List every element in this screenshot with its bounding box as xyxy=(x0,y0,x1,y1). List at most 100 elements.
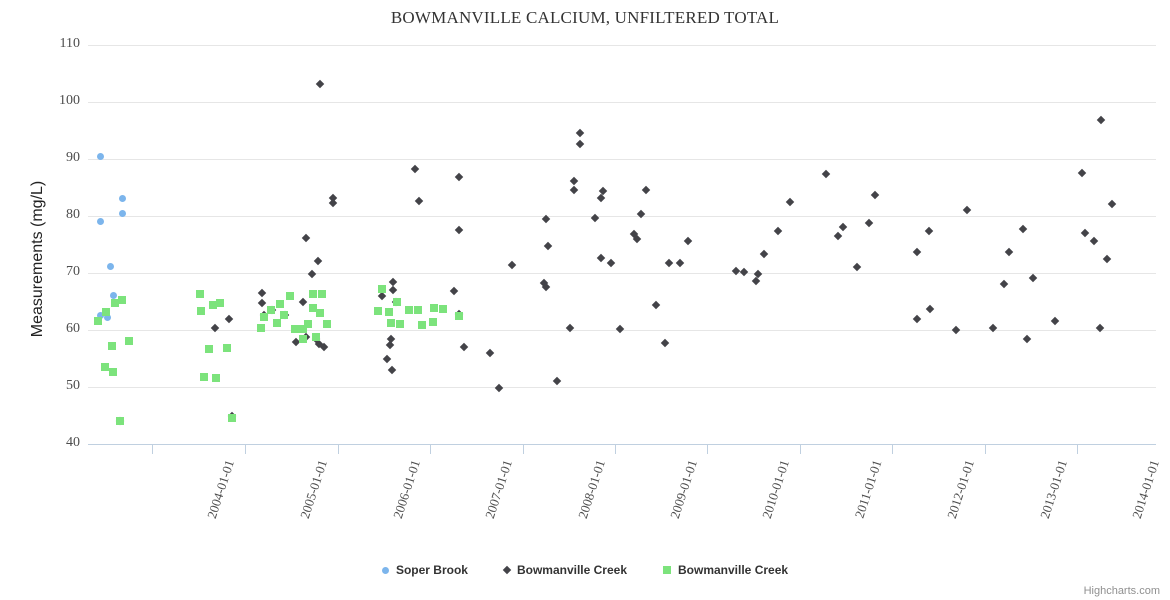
data-point-diamond[interactable] xyxy=(569,185,579,195)
data-point-diamond[interactable] xyxy=(1022,334,1032,344)
data-point-square[interactable] xyxy=(396,319,404,328)
data-point-square[interactable] xyxy=(276,299,284,308)
data-point-square[interactable] xyxy=(280,311,288,320)
data-point-diamond[interactable] xyxy=(912,314,922,324)
data-point-square[interactable] xyxy=(212,373,220,382)
data-point-square[interactable] xyxy=(109,367,117,376)
data-point-diamond[interactable] xyxy=(759,249,769,258)
data-point-square[interactable] xyxy=(209,301,217,310)
data-point-diamond[interactable] xyxy=(1080,228,1090,238)
data-point-square[interactable] xyxy=(102,307,110,316)
data-point-square[interactable] xyxy=(393,298,401,307)
data-point-square[interactable] xyxy=(111,299,119,308)
data-point-circle[interactable] xyxy=(96,218,104,226)
data-point-square[interactable] xyxy=(387,319,395,328)
data-point-diamond[interactable] xyxy=(301,233,311,242)
data-point-diamond[interactable] xyxy=(731,267,741,276)
data-point-diamond[interactable] xyxy=(596,253,606,262)
data-point-square[interactable] xyxy=(286,291,294,300)
data-point-square[interactable] xyxy=(414,306,422,315)
data-point-square[interactable] xyxy=(430,304,438,313)
data-point-diamond[interactable] xyxy=(838,223,848,232)
data-point-square[interactable] xyxy=(299,335,307,344)
data-point-square[interactable] xyxy=(309,303,317,312)
data-point-diamond[interactable] xyxy=(675,258,685,267)
data-point-diamond[interactable] xyxy=(454,225,464,234)
data-point-square[interactable] xyxy=(318,290,326,299)
data-point-diamond[interactable] xyxy=(386,334,396,344)
data-point-square[interactable] xyxy=(197,306,205,315)
data-point-diamond[interactable] xyxy=(459,342,469,352)
data-point-square[interactable] xyxy=(418,320,426,329)
data-point-diamond[interactable] xyxy=(311,334,321,344)
data-point-square[interactable] xyxy=(200,372,208,381)
data-point-square[interactable] xyxy=(312,332,320,341)
data-point-diamond[interactable] xyxy=(552,377,562,386)
data-point-diamond[interactable] xyxy=(507,260,517,270)
data-point-diamond[interactable] xyxy=(454,172,464,181)
data-point-diamond[interactable] xyxy=(267,305,277,315)
data-point-diamond[interactable] xyxy=(1050,316,1060,326)
data-point-square[interactable] xyxy=(304,320,312,329)
data-point-square[interactable] xyxy=(405,306,413,315)
data-point-diamond[interactable] xyxy=(385,340,395,350)
data-point-square[interactable] xyxy=(267,306,275,315)
data-point-square[interactable] xyxy=(118,295,126,304)
data-point-diamond[interactable] xyxy=(257,288,267,298)
data-point-square[interactable] xyxy=(316,309,324,318)
data-point-square[interactable] xyxy=(273,318,281,327)
data-point-diamond[interactable] xyxy=(962,206,972,215)
data-point-diamond[interactable] xyxy=(615,324,625,334)
data-point-diamond[interactable] xyxy=(864,219,874,228)
data-point-diamond[interactable] xyxy=(773,227,783,236)
data-point-diamond[interactable] xyxy=(388,277,398,286)
data-point-diamond[interactable] xyxy=(1096,115,1106,125)
data-point-diamond[interactable] xyxy=(606,259,616,268)
data-point-diamond[interactable] xyxy=(391,297,401,307)
data-point-diamond[interactable] xyxy=(541,282,551,291)
data-point-diamond[interactable] xyxy=(539,278,549,287)
data-point-diamond[interactable] xyxy=(328,193,338,202)
data-point-diamond[interactable] xyxy=(1004,247,1014,257)
data-point-square[interactable] xyxy=(323,319,331,328)
data-point-diamond[interactable] xyxy=(280,310,290,320)
data-point-diamond[interactable] xyxy=(1102,255,1112,264)
data-point-diamond[interactable] xyxy=(575,139,585,149)
data-point-diamond[interactable] xyxy=(328,199,338,208)
data-point-diamond[interactable] xyxy=(387,365,397,375)
data-point-square[interactable] xyxy=(439,304,447,313)
data-point-diamond[interactable] xyxy=(924,226,934,236)
data-point-diamond[interactable] xyxy=(291,337,301,347)
data-point-diamond[interactable] xyxy=(870,191,880,200)
data-point-square[interactable] xyxy=(116,417,124,426)
data-point-diamond[interactable] xyxy=(852,263,862,272)
data-point-circle[interactable] xyxy=(103,313,111,321)
data-point-diamond[interactable] xyxy=(543,241,553,250)
data-point-diamond[interactable] xyxy=(569,176,579,185)
data-point-diamond[interactable] xyxy=(1077,169,1087,178)
legend-item-2[interactable]: Bowmanville Creek xyxy=(502,563,627,577)
data-point-square[interactable] xyxy=(260,313,268,322)
data-point-square[interactable] xyxy=(101,363,109,372)
data-point-diamond[interactable] xyxy=(683,236,693,246)
data-point-diamond[interactable] xyxy=(596,193,606,202)
data-point-diamond[interactable] xyxy=(1018,224,1028,233)
data-point-diamond[interactable] xyxy=(999,280,1009,289)
data-point-square[interactable] xyxy=(223,344,231,353)
data-point-square[interactable] xyxy=(455,312,463,321)
data-point-square[interactable] xyxy=(299,324,307,333)
data-point-circle[interactable] xyxy=(109,292,117,300)
data-point-square[interactable] xyxy=(94,317,102,326)
data-point-diamond[interactable] xyxy=(319,342,329,352)
data-point-diamond[interactable] xyxy=(313,256,323,266)
data-point-diamond[interactable] xyxy=(315,80,325,89)
data-point-diamond[interactable] xyxy=(785,198,795,207)
legend-item-1[interactable]: Soper Brook xyxy=(381,563,468,577)
highcharts-credits[interactable]: Highcharts.com xyxy=(1083,585,1160,597)
data-point-diamond[interactable] xyxy=(598,186,608,196)
data-point-diamond[interactable] xyxy=(1089,236,1099,246)
data-point-square[interactable] xyxy=(228,413,236,422)
data-point-diamond[interactable] xyxy=(1028,273,1038,282)
data-point-diamond[interactable] xyxy=(301,333,311,342)
data-point-diamond[interactable] xyxy=(632,234,642,244)
